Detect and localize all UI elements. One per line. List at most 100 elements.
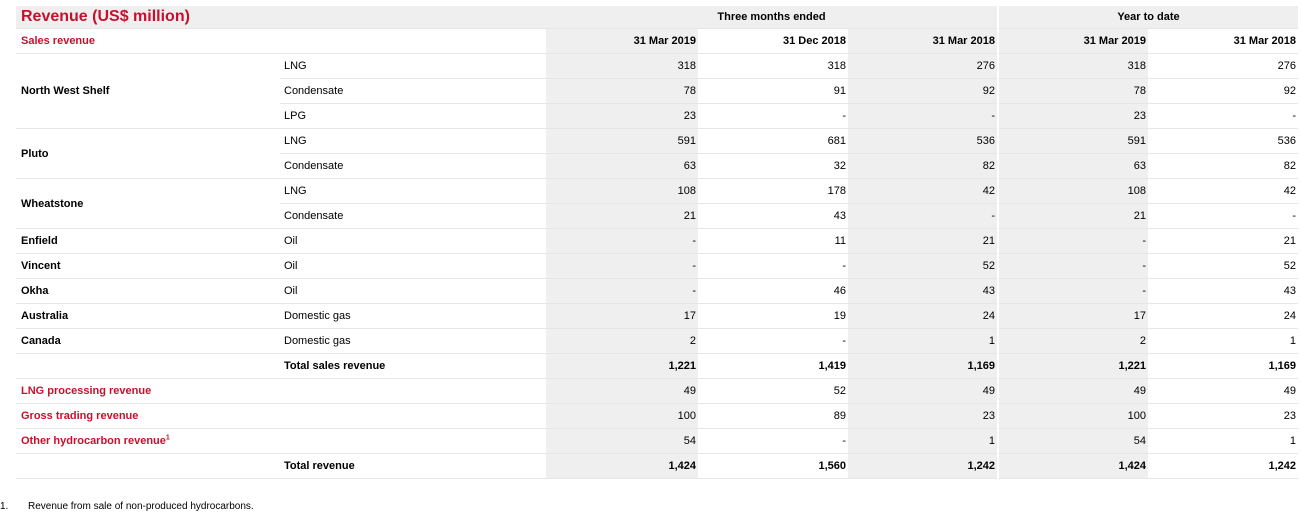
cell-value: 92 [1148,78,1298,104]
group-three-months: Three months ended [546,6,999,29]
cell-value: 100 [546,403,698,429]
cell-value: 318 [998,53,1148,79]
product-label: Domestic gas [280,328,546,354]
table-title: Revenue (US$ million) [16,6,546,29]
cell-value: - [998,228,1148,254]
cell-value: 54 [546,428,698,454]
cell-value: - [546,278,698,304]
cell-value: 43 [698,203,848,229]
cell-value: 82 [848,153,999,179]
cell-value: 21 [998,203,1148,229]
cell-value: 42 [848,178,999,204]
cell-value: - [998,253,1148,279]
cell-value: 89 [698,403,848,429]
cell-value: 178 [698,178,848,204]
cell-value: 21 [848,228,999,254]
cell-value: 49 [998,378,1148,404]
product-label: LNG [280,178,546,204]
group-year-to-date: Year to date [998,6,1298,29]
cell-value: 17 [546,303,698,329]
cell-value: - [698,253,848,279]
cell-value: 1,242 [848,453,999,479]
cell-value: 1,169 [848,353,999,379]
cell-value: 276 [848,53,999,79]
cell-value: - [698,328,848,354]
col-header: 31 Mar 2019 [546,28,698,54]
table-row: Australia Domestic gas 17 19 24 17 24 [16,303,1298,329]
cell-value: 49 [1148,378,1298,404]
site-label: Australia [16,303,280,329]
cell-value: 1 [848,328,999,354]
cell-value: 21 [546,203,698,229]
table-row: Condensate 78 91 92 78 92 [16,78,1298,104]
product-label: Domestic gas [280,303,546,329]
cell-value: 1,424 [998,453,1148,479]
cell-value: 536 [848,128,999,154]
cell-value: 23 [546,103,698,129]
cell-value: - [546,253,698,279]
cell-value: 43 [1148,278,1298,304]
cell-value: 42 [1148,178,1298,204]
revenue-line-label: Gross trading revenue [16,403,280,429]
site-label: Canada [16,328,280,354]
cell-value: 1 [848,428,999,454]
cell-value: 49 [546,378,698,404]
cell-value: 32 [698,153,848,179]
cell-value: 52 [1148,253,1298,279]
cell-value: - [998,278,1148,304]
table-row: Enfield Oil - 11 21 - 21 [16,228,1298,254]
cell-value: 24 [1148,303,1298,329]
cell-value: 23 [848,403,999,429]
site-label: Okha [16,278,280,304]
cell-value: 49 [848,378,999,404]
table-row: North West Shelf LNG 318 318 276 318 276 [16,53,1298,129]
cell-value: 276 [1148,53,1298,79]
table-row: LPG 23 - - 23 - [16,103,1298,129]
col-header: 31 Mar 2019 [998,28,1148,54]
header-row-dates: Sales revenue 31 Mar 2019 31 Dec 2018 31… [16,28,1298,54]
table-row: Okha Oil - 46 43 - 43 [16,278,1298,304]
site-label: North West Shelf [16,53,280,129]
cell-value: 78 [546,78,698,104]
cell-value: 591 [546,128,698,154]
cell-value: 54 [998,428,1148,454]
cell-value: - [698,103,848,129]
table-row: Condensate 63 32 82 63 82 [16,153,1298,179]
revenue-line-label: LNG processing revenue [16,378,280,404]
site-label: Wheatstone [16,178,280,229]
section-label: Sales revenue [16,28,280,54]
cell-value: 63 [546,153,698,179]
cell-value: 1,424 [546,453,698,479]
cell-value: - [1148,203,1298,229]
cell-value: 1,169 [1148,353,1298,379]
cell-value: 24 [848,303,999,329]
total-revenue-row: Total revenue 1,424 1,560 1,242 1,424 1,… [16,453,1298,479]
col-header: 31 Mar 2018 [848,28,999,54]
cell-value: 21 [1148,228,1298,254]
cell-value: 1,221 [998,353,1148,379]
table-row: Pluto LNG 591 681 536 591 536 [16,128,1298,179]
cell-value: 318 [546,53,698,79]
col-header: 31 Mar 2018 [1148,28,1298,54]
cell-value: 2 [998,328,1148,354]
cell-value: - [848,103,999,129]
cell-value: - [1148,103,1298,129]
site-label: Vincent [16,253,280,279]
site-label: Pluto [16,128,280,179]
revenue-table: Revenue (US$ million) Three months ended… [16,6,1298,479]
cell-value: 78 [998,78,1148,104]
cell-value: 1 [1148,328,1298,354]
cell-value: 91 [698,78,848,104]
cell-value: 52 [848,253,999,279]
table-row: Wheatstone LNG 108 178 42 108 42 [16,178,1298,229]
cell-value: 92 [848,78,999,104]
cell-value: 536 [1148,128,1298,154]
col-header: 31 Dec 2018 [698,28,848,54]
table-row: LNG processing revenue 49 52 49 49 49 [16,378,1298,404]
revenue-line-label: Other hydrocarbon revenue1 [16,428,280,454]
table-row: Vincent Oil - - 52 - 52 [16,253,1298,279]
cell-value: 82 [1148,153,1298,179]
product-label: LNG [280,53,546,79]
cell-value: 1,242 [1148,453,1298,479]
footnote-number: 1. [0,501,9,512]
